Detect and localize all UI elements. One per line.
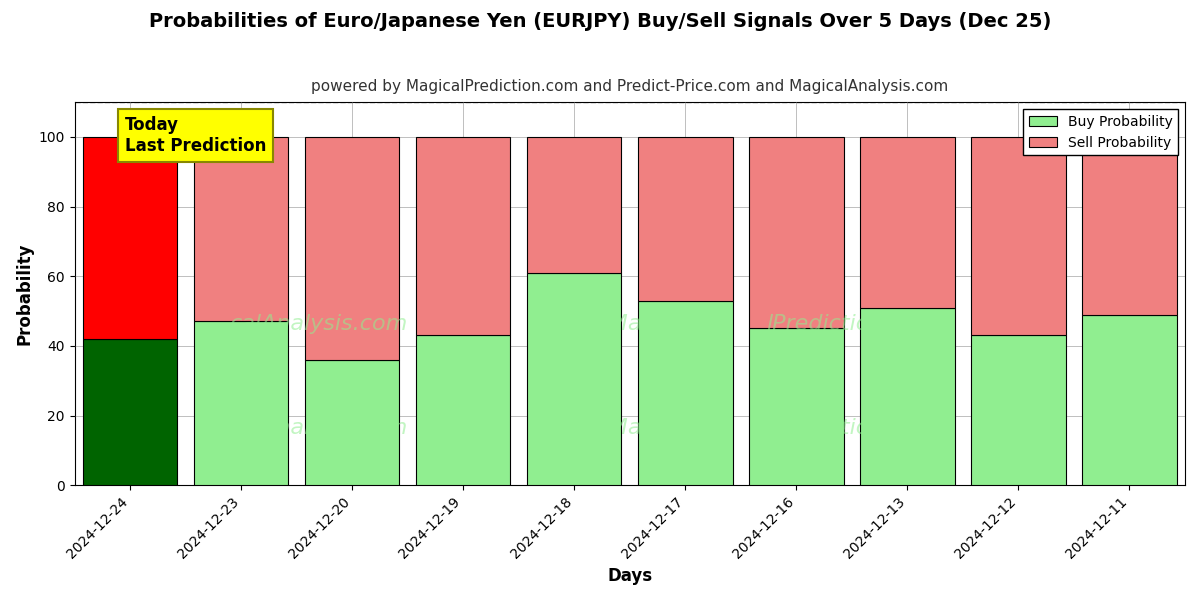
Bar (971, 137, 1066, 335)
Bar (860, 308, 955, 485)
Y-axis label: Probability: Probability (16, 242, 34, 345)
Text: lPrediction.com: lPrediction.com (766, 314, 938, 334)
Text: n    Magical: n Magical (566, 418, 694, 438)
Bar (971, 335, 1066, 485)
Bar (1082, 137, 1177, 314)
Legend: Buy Probability, Sell Probability: Buy Probability, Sell Probability (1024, 109, 1178, 155)
Text: Today
Last Prediction: Today Last Prediction (125, 116, 266, 155)
Text: Probabilities of Euro/Japanese Yen (EURJPY) Buy/Sell Signals Over 5 Days (Dec 25: Probabilities of Euro/Japanese Yen (EURJ… (149, 12, 1051, 31)
Bar (860, 137, 955, 308)
Bar (638, 301, 732, 485)
Text: calAnalysis.com: calAnalysis.com (230, 418, 408, 438)
Bar (194, 137, 288, 322)
Title: powered by MagicalPrediction.com and Predict-Price.com and MagicalAnalysis.com: powered by MagicalPrediction.com and Pre… (311, 79, 948, 94)
Bar (1082, 314, 1177, 485)
Bar (527, 137, 622, 273)
Bar (749, 328, 844, 485)
Text: calAnalysis.com: calAnalysis.com (230, 314, 408, 334)
Bar (638, 137, 732, 301)
X-axis label: Days: Days (607, 567, 653, 585)
Bar (305, 137, 400, 360)
Bar (416, 335, 510, 485)
Bar (527, 273, 622, 485)
Bar (83, 339, 178, 485)
Bar (416, 137, 510, 335)
Bar (83, 137, 178, 339)
Bar (305, 360, 400, 485)
Bar (194, 322, 288, 485)
Text: n    Magical: n Magical (566, 314, 694, 334)
Text: lPrediction.com: lPrediction.com (766, 418, 938, 438)
Bar (749, 137, 844, 328)
